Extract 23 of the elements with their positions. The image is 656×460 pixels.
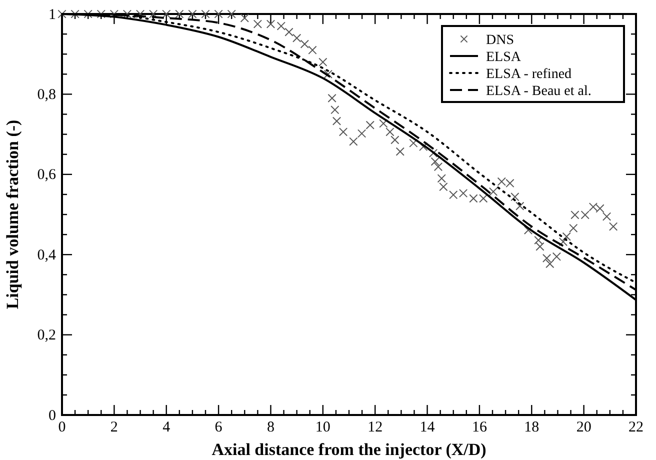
x-tick-label: 18 — [524, 420, 540, 436]
y-tick-label: 1 — [48, 6, 56, 23]
x-axis-title: Axial distance from the injector (X/D) — [212, 440, 486, 459]
y-tick-label: 0 — [48, 408, 56, 424]
x-tick-label: 2 — [110, 420, 118, 436]
x-tick-label: 14 — [420, 420, 436, 436]
legend-label: ELSA - Beau et al. — [486, 84, 592, 99]
y-tick-label: 0,4 — [37, 247, 56, 264]
legend-label: ELSA - refined — [486, 67, 572, 82]
y-tick-label: 0,6 — [37, 167, 56, 184]
x-tick-label: 8 — [266, 420, 274, 436]
legend-label: ELSA — [486, 50, 522, 65]
x-tick-label: 20 — [576, 420, 592, 436]
x-tick-label: 22 — [628, 420, 644, 436]
legend-label: DNS — [486, 33, 514, 48]
y-tick-label: 0,2 — [37, 328, 56, 344]
y-axis-title: Liquid volume fraction (-) — [3, 120, 22, 310]
y-tick-label: 0,8 — [37, 87, 56, 103]
x-tick-label: 10 — [315, 420, 330, 436]
x-tick-label: 16 — [472, 420, 488, 436]
x-tick-label: 6 — [214, 420, 223, 436]
x-tick-label: 12 — [368, 420, 383, 436]
x-tick-label: 4 — [162, 420, 171, 436]
